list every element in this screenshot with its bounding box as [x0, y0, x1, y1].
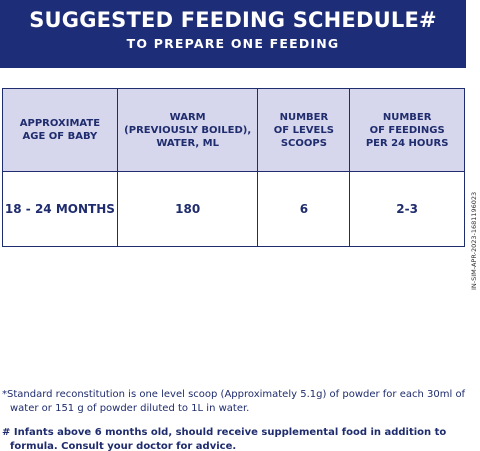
- column-header: WARM (PREVIOUSLY BOILED), WATER, ML: [116, 88, 259, 172]
- footnote: *Standard reconstitution is one level sc…: [2, 389, 466, 414]
- cell: 2-3: [349, 171, 465, 247]
- header-band: SUGGESTED FEEDING SCHEDULE# TO PREPARE O…: [0, 0, 466, 68]
- cell: 6: [257, 171, 351, 247]
- cell: 180: [116, 171, 259, 247]
- side-code: IN-SIM-APR-2023-1681196023: [470, 191, 478, 290]
- column-header: APPROXIMATE AGE OF BABY: [2, 88, 118, 172]
- footnote: # Infants above 6 months old, should rec…: [2, 427, 447, 451]
- title: SUGGESTED FEEDING SCHEDULE#: [29, 8, 437, 32]
- column-header: NUMBER OF LEVELS SCOOPS: [257, 88, 351, 172]
- cell: 18 - 24 MONTHS: [2, 171, 118, 247]
- schedule-table: APPROXIMATE AGE OF BABY WARM (PREVIOUSLY…: [2, 88, 465, 247]
- subtitle: TO PREPARE ONE FEEDING: [126, 36, 340, 51]
- column-header: NUMBER OF FEEDINGS PER 24 HOURS: [349, 88, 465, 172]
